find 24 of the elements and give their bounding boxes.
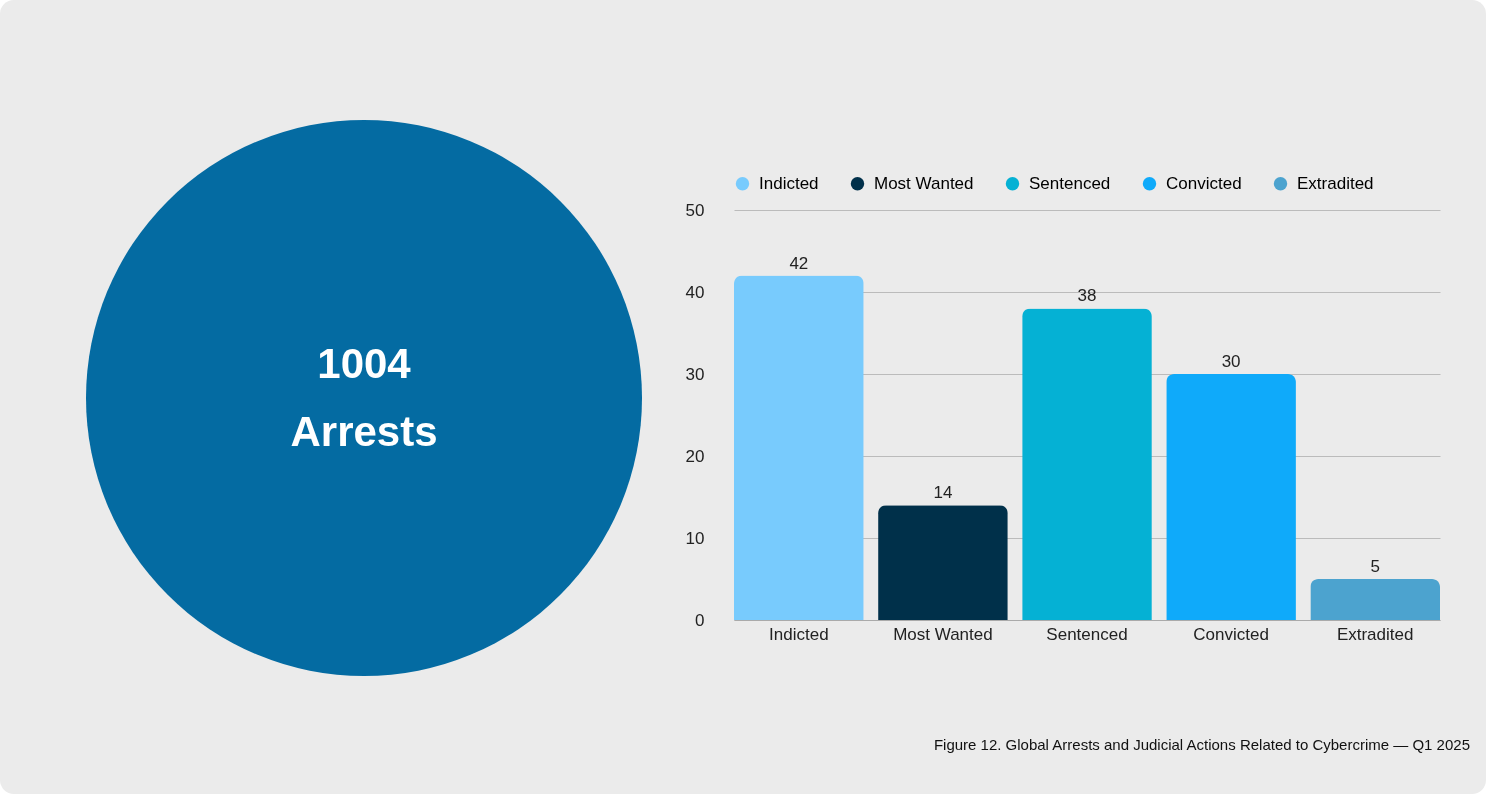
text: Arrests <box>290 408 438 455</box>
y-tick-label: 30 <box>685 364 705 384</box>
legend-label: Convicted <box>1166 173 1242 193</box>
x-tick-label: Convicted <box>1193 624 1269 644</box>
y-tick-label: 40 <box>685 282 705 302</box>
x-tick-label: Extradited <box>1336 624 1414 644</box>
text: 1004 <box>317 340 412 387</box>
y-tick-label: 0 <box>695 610 705 630</box>
data-label: 14 <box>933 483 953 503</box>
x-tick-label: Indicted <box>769 624 829 644</box>
legend-label: Sentenced <box>1029 173 1111 193</box>
legend-label: Extradited <box>1297 173 1374 193</box>
data-label: 38 <box>1077 286 1097 306</box>
data-label: 30 <box>1221 352 1241 371</box>
data-label: 5 <box>1370 557 1380 576</box>
legend-label: Most Wanted <box>874 173 974 193</box>
legend-label: Indicted <box>759 173 819 193</box>
x-tick-label: Sentenced <box>1046 624 1128 644</box>
caption: Figure 12. Global Arrests and Judicial Actions Related to Cybercrime — Q1 2025 <box>933 736 1470 753</box>
y-tick-label: 20 <box>685 446 705 466</box>
data-label: 42 <box>789 253 809 273</box>
x-tick-label: Most Wanted <box>893 624 993 644</box>
y-tick-label: 50 <box>685 200 705 220</box>
y-tick-label: 10 <box>685 528 705 548</box>
